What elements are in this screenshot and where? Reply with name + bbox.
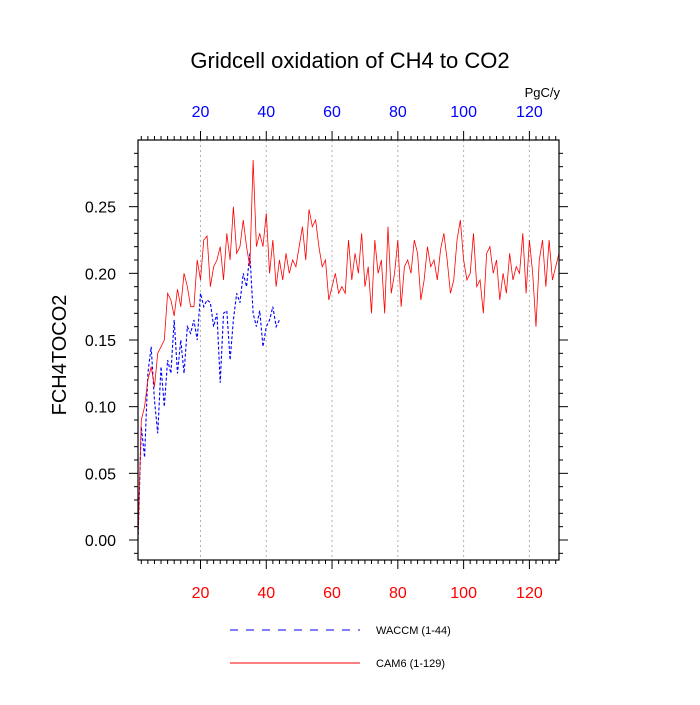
tick-labels: 20 20 40 40 60 60 80 80 100 100 120 120 0.00 0.05 0.10…	[85, 104, 543, 602]
gridlines	[199, 140, 530, 560]
x-tick-label-bottom-60: 60	[323, 585, 341, 602]
x-tick-label-bottom-80: 80	[389, 585, 407, 602]
x-tick-label-top-120: 120	[516, 104, 543, 121]
y-axis-label: FCH4TOCO2	[49, 295, 71, 416]
x-tick-label-bottom-100: 100	[450, 585, 477, 602]
legend: WACCM (1-44) CAM6 (1-129)	[230, 625, 451, 670]
x-tick-label-top-100: 100	[450, 104, 477, 121]
x-tick-label-bottom-20: 20	[192, 585, 210, 602]
y-tick-label-0.00: 0.00	[85, 533, 116, 550]
chart-title: Gridcell oxidation of CH4 to CO2	[190, 48, 509, 73]
x-tick-label-bottom-120: 120	[516, 585, 543, 602]
y-tick-label-0.25: 0.25	[85, 200, 116, 217]
x-tick-label-top-60: 60	[323, 104, 341, 121]
series-line-waccm	[137, 253, 280, 541]
x-tick-label-bottom-40: 40	[257, 585, 275, 602]
y-tick-label-0.10: 0.10	[85, 400, 116, 417]
y-tick-label-0.20: 0.20	[85, 266, 116, 283]
units-label: PgC/y	[525, 85, 561, 100]
y-tick-label-0.05: 0.05	[85, 466, 116, 483]
legend-waccm-label: WACCM (1-44)	[376, 625, 451, 637]
legend-cam6-label: CAM6 (1-129)	[376, 658, 445, 670]
plot-frame	[137, 139, 560, 561]
plot-series	[137, 159, 560, 541]
series-line-cam6	[137, 159, 560, 541]
axis-ticks	[129, 131, 568, 569]
x-tick-label-top-20: 20	[192, 104, 210, 121]
x-tick-label-top-40: 40	[257, 104, 275, 121]
y-tick-label-0.15: 0.15	[85, 333, 116, 350]
x-tick-label-top-80: 80	[389, 104, 407, 121]
